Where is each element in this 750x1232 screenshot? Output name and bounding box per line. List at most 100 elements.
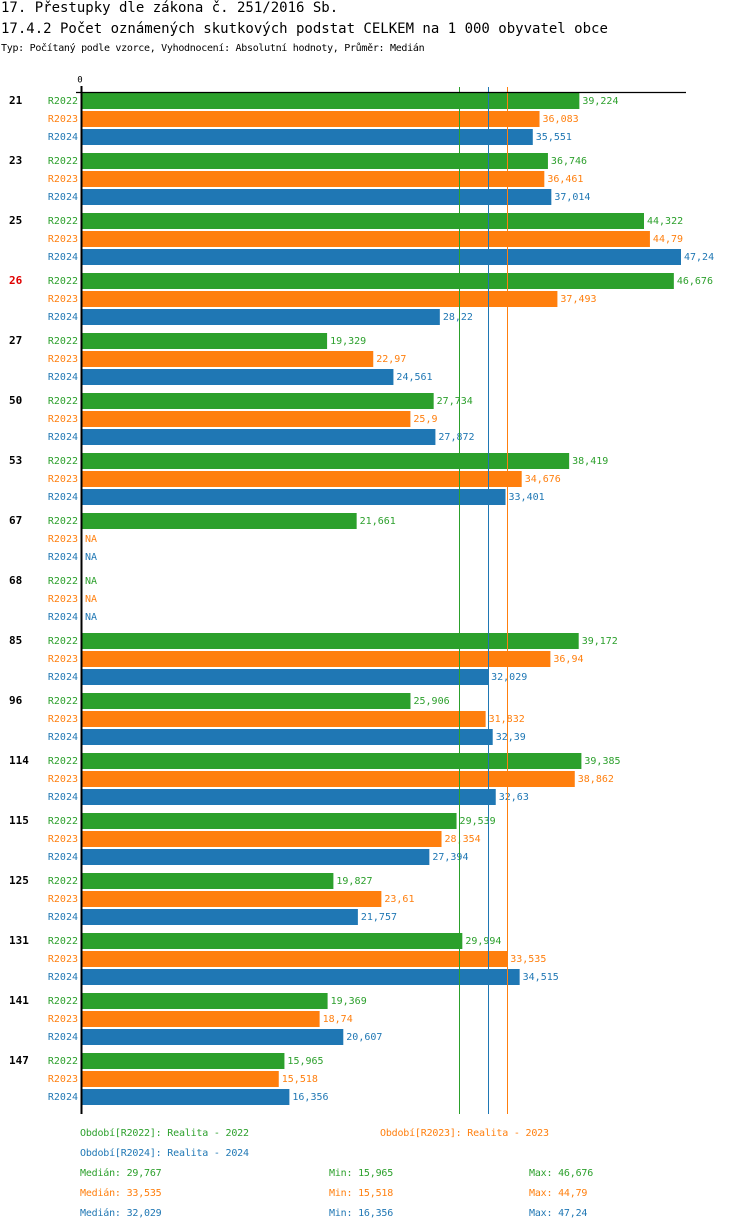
bar bbox=[82, 669, 489, 685]
stat-min: Min: 16,356 bbox=[329, 1208, 394, 1219]
stat-min: Min: 15,518 bbox=[329, 1188, 394, 1199]
category-label: 25 bbox=[9, 214, 22, 227]
data-label: 29,994 bbox=[465, 936, 501, 947]
stat-median: Medián: 32,029 bbox=[80, 1208, 162, 1219]
bar bbox=[82, 213, 644, 229]
data-label: 31,832 bbox=[489, 714, 525, 725]
series-label: R2023 bbox=[48, 594, 78, 605]
series-label: R2024 bbox=[48, 672, 78, 683]
bar bbox=[82, 753, 582, 769]
data-label: 27,734 bbox=[437, 396, 473, 407]
bar bbox=[82, 993, 328, 1009]
category-label: 68 bbox=[9, 574, 22, 587]
legend-item: Období[R2024]: Realita - 2024 bbox=[80, 1148, 249, 1159]
data-label: 16,356 bbox=[292, 1092, 328, 1103]
data-label: 46,676 bbox=[677, 276, 713, 287]
bar bbox=[82, 951, 508, 967]
bar bbox=[82, 393, 434, 409]
category-label: 21 bbox=[9, 94, 23, 107]
data-label: 15,965 bbox=[287, 1056, 323, 1067]
x-axis-zero-label: 0 bbox=[77, 76, 82, 86]
series-label: R2023 bbox=[48, 1074, 78, 1085]
category-label: 147 bbox=[9, 1054, 29, 1067]
bar bbox=[82, 513, 357, 529]
stat-max: Max: 46,676 bbox=[529, 1168, 594, 1179]
chart-title: 17.4.2 Počet oznámených skutkových podst… bbox=[1, 21, 608, 37]
bar bbox=[82, 333, 328, 349]
bar bbox=[82, 351, 374, 367]
data-label: 38,862 bbox=[578, 774, 614, 785]
bar bbox=[82, 273, 674, 289]
bar bbox=[82, 471, 522, 487]
series-label: R2023 bbox=[48, 534, 78, 545]
bar bbox=[82, 309, 440, 325]
data-label: 33,401 bbox=[509, 492, 545, 503]
bar bbox=[82, 129, 533, 145]
data-label: 44,79 bbox=[653, 234, 683, 245]
category-label: 96 bbox=[9, 694, 23, 707]
bar bbox=[82, 171, 545, 187]
data-label: 21,757 bbox=[361, 912, 397, 923]
category-label: 131 bbox=[9, 934, 29, 947]
bar bbox=[82, 651, 551, 667]
chart-section-title: 17. Přestupky dle zákona č. 251/2016 Sb. bbox=[1, 0, 339, 16]
bar bbox=[82, 189, 552, 205]
series-label: R2024 bbox=[48, 552, 78, 563]
category-label: 27 bbox=[9, 334, 22, 347]
category-label: 125 bbox=[9, 874, 29, 887]
series-label: R2024 bbox=[48, 1032, 78, 1043]
series-label: R2022 bbox=[48, 936, 78, 947]
bar bbox=[82, 891, 382, 907]
series-label: R2024 bbox=[48, 192, 78, 203]
na-label: NA bbox=[85, 594, 97, 605]
category-label: 53 bbox=[9, 454, 22, 467]
bar bbox=[82, 969, 520, 985]
series-label: R2022 bbox=[48, 396, 78, 407]
data-label: 33,535 bbox=[510, 954, 546, 965]
data-label: 21,661 bbox=[360, 516, 396, 527]
bar bbox=[82, 831, 442, 847]
bar bbox=[82, 249, 681, 265]
na-label: NA bbox=[85, 576, 97, 587]
series-label: R2023 bbox=[48, 474, 78, 485]
bar bbox=[82, 453, 570, 469]
category-label: 23 bbox=[9, 154, 22, 167]
na-label: NA bbox=[85, 612, 97, 623]
series-label: R2022 bbox=[48, 996, 78, 1007]
series-label: R2022 bbox=[48, 696, 78, 707]
bar bbox=[82, 111, 540, 127]
bar bbox=[82, 291, 558, 307]
category-label: 115 bbox=[9, 814, 29, 827]
category-label: 67 bbox=[9, 514, 22, 527]
series-label: R2022 bbox=[48, 576, 78, 587]
series-label: R2023 bbox=[48, 234, 78, 245]
bar bbox=[82, 369, 394, 385]
stat-min: Min: 15,965 bbox=[329, 1168, 394, 1179]
bar bbox=[82, 873, 334, 889]
bar bbox=[82, 633, 579, 649]
category-label: 85 bbox=[9, 634, 22, 647]
series-label: R2023 bbox=[48, 954, 78, 965]
data-label: 38,419 bbox=[572, 456, 608, 467]
series-label: R2024 bbox=[48, 852, 78, 863]
data-label: 27,394 bbox=[432, 852, 468, 863]
series-label: R2022 bbox=[48, 1056, 78, 1067]
bar bbox=[82, 909, 358, 925]
data-label: 36,461 bbox=[547, 174, 583, 185]
data-label: 37,014 bbox=[554, 192, 590, 203]
stat-median: Medián: 29,767 bbox=[80, 1168, 162, 1179]
data-label: 15,518 bbox=[282, 1074, 318, 1085]
bar bbox=[82, 429, 436, 445]
data-label: 19,827 bbox=[336, 876, 372, 887]
category-label: 50 bbox=[9, 394, 22, 407]
series-label: R2022 bbox=[48, 636, 78, 647]
category-label: 114 bbox=[9, 754, 29, 767]
bar bbox=[82, 489, 506, 505]
data-label: 36,94 bbox=[553, 654, 583, 665]
series-label: R2022 bbox=[48, 156, 78, 167]
series-label: R2024 bbox=[48, 972, 78, 983]
series-label: R2023 bbox=[48, 1014, 78, 1025]
data-label: 32,63 bbox=[499, 792, 529, 803]
bar bbox=[82, 693, 411, 709]
